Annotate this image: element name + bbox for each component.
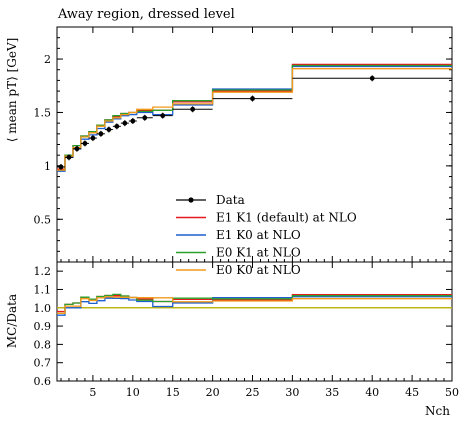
data-point <box>90 135 96 141</box>
legend-series-3-label: E0 K1 at NLO <box>216 246 301 260</box>
legend-series-2-label: E1 K0 at NLO <box>216 228 301 242</box>
series-4-line <box>57 68 452 171</box>
data-point <box>98 131 104 137</box>
ratio-y-tick-label: 0.7 <box>34 357 52 370</box>
x-tick-label: 40 <box>365 386 379 399</box>
data-point <box>82 141 88 146</box>
series-3-line <box>57 64 452 171</box>
chart-title: Away region, dressed level <box>57 7 235 22</box>
top-panel: 0.5 1 1.5 2 <box>34 26 453 263</box>
ratio-y-tick-label: 1.0 <box>34 302 52 315</box>
top-y-axis-label: ⟨ mean pT⟩ [GeV] <box>5 38 19 143</box>
top-y-tick-label: 2 <box>44 53 51 66</box>
x-tick-label: 20 <box>206 386 220 399</box>
ratio-y-tick-label: 1.1 <box>34 283 52 296</box>
ratio-y-axis-label: MC/Data <box>5 294 19 348</box>
data-point <box>130 118 136 124</box>
data-point <box>106 127 112 132</box>
top-y-tick-label: 0.5 <box>34 213 52 226</box>
x-tick-label: 50 <box>445 386 459 399</box>
series-1-line <box>57 63 452 170</box>
ratio-y-tick-label: 0.8 <box>34 338 52 351</box>
data-point <box>74 146 80 152</box>
x-tick-label: 35 <box>325 386 339 399</box>
top-y-tick-label: 1.5 <box>34 106 52 119</box>
data-point <box>114 123 120 129</box>
series-2-line <box>57 65 452 172</box>
legend: Data E1 K1 (default) at NLO E1 K0 at NLO E0… <box>176 193 357 277</box>
x-tick-label: 5 <box>89 386 96 399</box>
data-point <box>122 120 128 126</box>
data-point <box>66 154 72 160</box>
series-3-ratio-line <box>57 293 452 314</box>
series-4-ratio-line <box>57 296 452 314</box>
x-tick-label: 15 <box>166 386 180 399</box>
ratio-y-tick-label: 1.2 <box>34 265 52 278</box>
x-tick-label: 25 <box>246 386 260 399</box>
top-panel-frame <box>56 26 453 263</box>
ratio-y-tick-label: 0.6 <box>34 375 52 388</box>
data-point <box>250 96 255 101</box>
x-axis-label: Nch <box>425 404 450 418</box>
data-point <box>58 164 64 170</box>
top-y-tick-label: 1 <box>44 160 51 173</box>
ratio-panel: 5 10 15 20 25 30 35 40 45 50 0.6 0.7 0.8 0.9 1.0 1.1 1.2 <box>34 261 459 399</box>
ratio-y-tick-label: 0.9 <box>34 320 52 333</box>
legend-series-4-label: E0 K0 at NLO <box>216 263 301 277</box>
x-tick-label: 10 <box>126 386 140 399</box>
legend-data-label: Data <box>216 193 245 207</box>
legend-data-marker <box>188 197 194 203</box>
data-point <box>142 115 148 121</box>
legend-series-1-label: E1 K1 (default) at NLO <box>216 211 357 225</box>
data-point <box>160 113 166 119</box>
data-point <box>369 75 375 81</box>
data-point <box>190 106 196 112</box>
x-tick-label: 45 <box>405 386 419 399</box>
x-tick-label: 30 <box>285 386 299 399</box>
ratio-panel-frame <box>56 261 453 382</box>
